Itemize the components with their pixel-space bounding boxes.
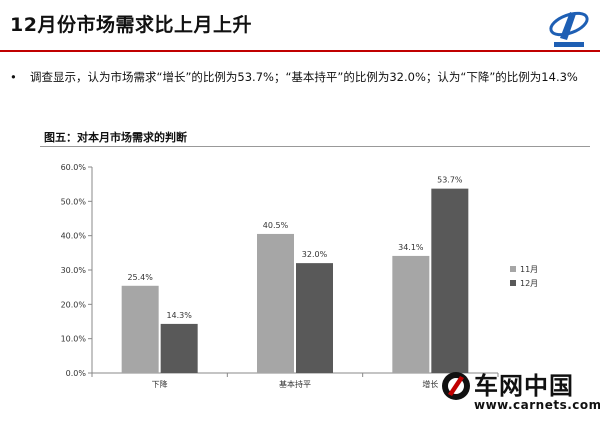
data-label: 25.4%	[127, 273, 153, 282]
legend-swatch	[510, 280, 516, 286]
data-label: 14.3%	[166, 311, 192, 320]
bar	[121, 285, 159, 373]
data-label: 53.7%	[437, 176, 463, 185]
y-tick-label: 60.0%	[61, 163, 87, 172]
figure-divider	[40, 146, 590, 147]
bullet-symbol: •	[10, 70, 17, 84]
watermark-name: 车网中国	[474, 372, 574, 400]
bar	[431, 188, 469, 373]
x-tick-label: 下降	[152, 379, 168, 389]
car-wheel-logo-icon	[442, 372, 470, 400]
y-tick-label: 30.0%	[61, 266, 87, 275]
bar	[160, 323, 198, 373]
page-title: 12月份市场需求比上月上升	[10, 14, 252, 36]
x-tick-label: 基本持平	[279, 379, 311, 389]
watermark-url: www.carnets.com.cn	[474, 398, 600, 412]
legend-swatch	[510, 266, 516, 272]
y-tick-label: 10.0%	[61, 335, 87, 344]
x-tick-label: 增长	[422, 379, 438, 389]
summary-bullet: • 调查显示，认为市场需求“增长”的比例为53.7%；“基本持平”的比例为32.…	[10, 70, 590, 85]
y-tick-label: 40.0%	[61, 232, 87, 241]
y-tick-label: 50.0%	[61, 197, 87, 206]
legend-label: 11月	[520, 265, 538, 274]
y-tick-label: 20.0%	[61, 300, 87, 309]
data-label: 40.5%	[263, 221, 289, 230]
data-label: 32.0%	[302, 250, 328, 259]
title-divider	[0, 50, 600, 52]
summary-text: 调查显示，认为市场需求“增长”的比例为53.7%；“基本持平”的比例为32.0%…	[30, 70, 578, 84]
y-tick-label: 0.0%	[66, 369, 87, 378]
bar	[392, 255, 430, 373]
watermark: 车网中国 www.carnets.com.cn	[440, 366, 600, 422]
figure-header: 图五：对本月市场需求的判断	[40, 124, 590, 147]
bar	[296, 263, 333, 373]
figure-title: 图五：对本月市场需求的判断	[44, 131, 187, 144]
legend-label: 12月	[520, 279, 538, 288]
data-label: 34.1%	[398, 243, 424, 252]
bar	[257, 233, 294, 373]
blue-swirl-logo-icon	[549, 11, 589, 47]
